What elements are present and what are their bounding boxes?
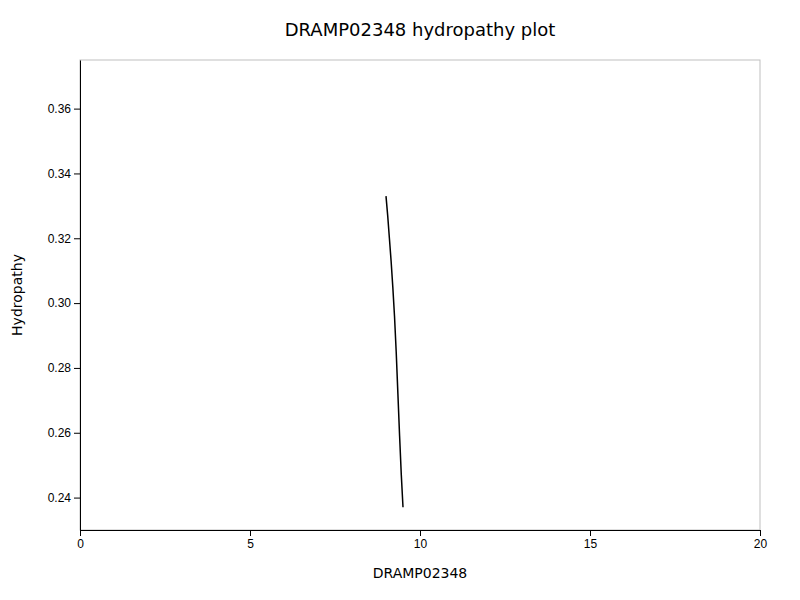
tick-label: 10 bbox=[414, 537, 428, 551]
tick-mark bbox=[74, 303, 80, 304]
tick: 20 bbox=[754, 530, 768, 551]
tick: 10 bbox=[414, 530, 428, 551]
tick: 0 bbox=[77, 530, 84, 551]
chart: 0 5 10 15 20 0.24 0.26 0.28 0.30 0.32 0.34 0.36 DRAM… bbox=[0, 0, 800, 600]
tick-mark bbox=[760, 530, 761, 536]
tick-label: 5 bbox=[247, 537, 254, 551]
plot-frame bbox=[80, 60, 760, 530]
tick: 0.26 bbox=[48, 426, 80, 440]
tick-mark bbox=[74, 368, 80, 369]
tick: 0.36 bbox=[48, 102, 80, 116]
tick-mark bbox=[74, 498, 80, 499]
plot: 0 5 10 15 20 0.24 0.26 0.28 0.30 0.32 0.34 0.36 bbox=[48, 60, 768, 551]
tick-mark bbox=[420, 530, 421, 536]
tick: 5 bbox=[247, 530, 254, 551]
axis-line bbox=[80, 61, 81, 531]
tick-mark bbox=[250, 530, 251, 536]
x-axis-title: DRAMP02348 bbox=[373, 565, 468, 581]
tick-label: 0 bbox=[77, 537, 84, 551]
tick-mark bbox=[80, 530, 81, 536]
tick: 0.24 bbox=[48, 491, 80, 505]
tick-label: 0.24 bbox=[48, 491, 72, 505]
tick-label: 15 bbox=[584, 537, 598, 551]
tick-mark bbox=[74, 433, 80, 434]
y-axis-title: Hydropathy bbox=[9, 254, 25, 336]
marks bbox=[386, 196, 403, 507]
tick-label: 20 bbox=[754, 537, 768, 551]
tick: 15 bbox=[584, 530, 598, 551]
line bbox=[386, 196, 403, 507]
tick: 0.28 bbox=[48, 361, 80, 375]
tick: 0.30 bbox=[48, 296, 80, 310]
tick-mark bbox=[590, 530, 591, 536]
x-axis: 0 5 10 15 20 bbox=[77, 530, 767, 551]
tick-label: 0.36 bbox=[48, 102, 72, 116]
tick: 0.34 bbox=[48, 167, 80, 181]
tick-label: 0.34 bbox=[48, 167, 72, 181]
title: DRAMP02348 hydropathy plot bbox=[285, 19, 556, 40]
tick-label: 0.30 bbox=[48, 296, 72, 310]
tick-label: 0.32 bbox=[48, 232, 72, 246]
y-axis: 0.24 0.26 0.28 0.30 0.32 0.34 0.36 bbox=[48, 61, 81, 531]
tick-mark bbox=[74, 238, 80, 239]
tick-mark bbox=[74, 173, 80, 174]
tick-label: 0.28 bbox=[48, 361, 72, 375]
tick-mark bbox=[74, 109, 80, 110]
tick: 0.32 bbox=[48, 232, 80, 246]
tick-label: 0.26 bbox=[48, 426, 72, 440]
